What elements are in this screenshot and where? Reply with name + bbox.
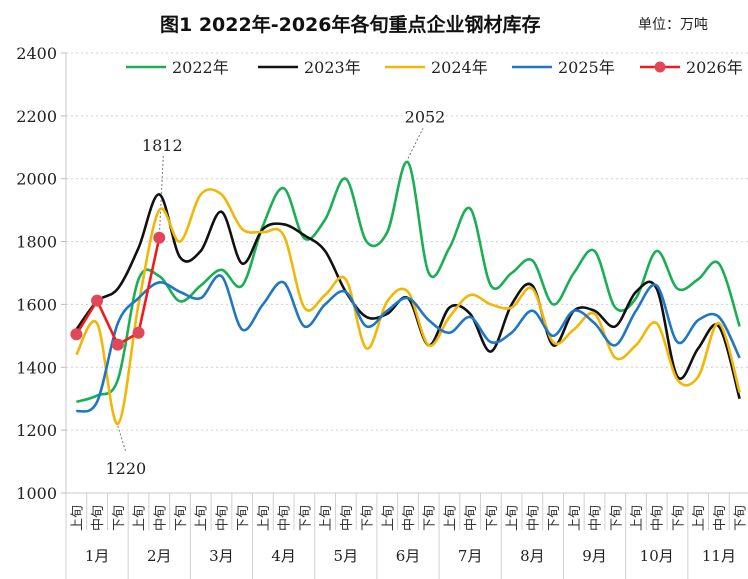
legend-label: 2023年 (304, 58, 361, 77)
x-tick-label: 上旬 (257, 505, 272, 531)
month-label: 9月 (582, 547, 607, 565)
x-tick-label: 中旬 (340, 505, 355, 531)
chart-title: 图1 2022年-2026年各旬重点企业钢材库存 (160, 14, 541, 36)
x-tick-label: 下旬 (298, 505, 313, 531)
series-line-2022年 (75, 161, 741, 404)
data-point-2026年 (153, 231, 166, 244)
x-tick-label: 下旬 (236, 505, 251, 531)
month-label: 3月 (209, 547, 234, 565)
x-tick-label: 上旬 (630, 505, 645, 531)
series-line-2025年 (75, 274, 741, 413)
annotation-label: 1220 (105, 459, 146, 478)
x-tick-label: 上旬 (381, 505, 396, 531)
month-label: 5月 (334, 547, 359, 565)
x-tick-label: 下旬 (609, 505, 624, 531)
month-label: 2月 (147, 547, 172, 565)
x-tick-label: 上旬 (568, 505, 583, 531)
month-label: 11月 (702, 547, 736, 565)
x-tick-label: 中旬 (651, 505, 666, 531)
x-tick-label: 中旬 (464, 505, 479, 531)
legend-marker (654, 61, 666, 73)
x-tick-label: 上旬 (319, 505, 334, 531)
y-tick-label: 1800 (16, 233, 57, 252)
y-tick-label: 1000 (16, 484, 57, 503)
data-point-2026年 (70, 328, 83, 341)
x-tick-label: 中旬 (402, 505, 417, 531)
x-tick-label: 中旬 (713, 505, 728, 531)
x-tick-label: 下旬 (112, 505, 127, 531)
month-label: 10月 (640, 547, 674, 565)
y-tick-label: 2000 (16, 170, 57, 189)
x-tick-label: 上旬 (70, 505, 85, 531)
x-tick-label: 上旬 (506, 505, 521, 531)
x-tick-label: 下旬 (485, 505, 500, 531)
annotation-label: 1812 (142, 136, 183, 155)
annotation-leader (117, 425, 127, 453)
unit-label: 单位：万吨 (638, 17, 708, 33)
x-tick-label: 下旬 (547, 505, 562, 531)
legend-label: 2024年 (431, 58, 488, 77)
x-tick-label: 上旬 (195, 505, 210, 531)
y-tick-label: 2400 (16, 44, 57, 63)
x-tick-label: 上旬 (443, 505, 458, 531)
x-tick-label: 下旬 (671, 505, 686, 531)
x-tick-label: 中旬 (589, 505, 604, 531)
y-tick-label: 1600 (16, 295, 57, 314)
annotation-label: 2052 (405, 107, 446, 126)
legend-label: 2026年 (686, 58, 743, 77)
x-tick-label: 中旬 (91, 505, 106, 531)
month-label: 8月 (520, 547, 545, 565)
month-label: 1月 (85, 547, 110, 565)
data-point-2026年 (132, 326, 145, 339)
month-label: 4月 (271, 547, 296, 565)
month-label: 7月 (458, 547, 483, 565)
y-tick-label: 1200 (16, 421, 57, 440)
x-tick-label: 中旬 (215, 505, 230, 531)
month-label: 6月 (396, 547, 421, 565)
annotation-leader (407, 128, 424, 159)
x-tick-label: 上旬 (692, 505, 707, 531)
data-point-2026年 (91, 294, 104, 307)
x-tick-label: 下旬 (423, 505, 438, 531)
x-tick-label: 下旬 (361, 505, 376, 531)
legend-label: 2025年 (558, 58, 615, 77)
data-point-2026年 (111, 338, 124, 351)
series-line-2024年 (75, 188, 741, 426)
legend-label: 2022年 (172, 58, 229, 77)
x-tick-label: 上旬 (133, 505, 148, 531)
x-tick-label: 中旬 (153, 505, 168, 531)
y-tick-label: 2200 (16, 107, 57, 126)
x-tick-label: 中旬 (526, 505, 541, 531)
x-tick-label: 下旬 (734, 505, 748, 531)
y-tick-label: 1400 (16, 358, 57, 377)
x-tick-label: 中旬 (278, 505, 293, 531)
x-tick-label: 下旬 (174, 505, 189, 531)
